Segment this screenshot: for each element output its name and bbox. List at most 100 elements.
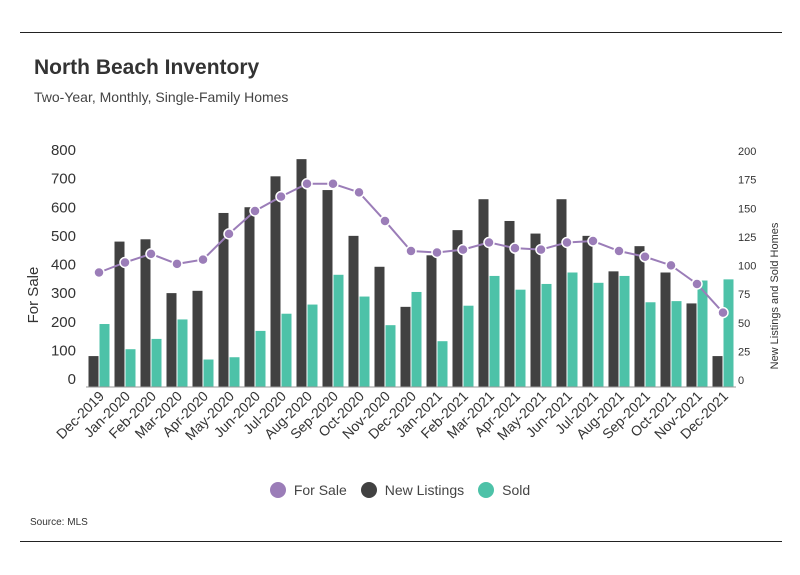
sold-bar	[359, 296, 370, 387]
new-listings-bar	[296, 159, 307, 387]
sold-bar	[567, 272, 578, 387]
new-listings-bar	[88, 356, 99, 387]
y2-tick-label: 25	[738, 346, 750, 358]
for-sale-point	[119, 256, 131, 269]
legend-swatch	[360, 482, 377, 498]
y-tick-label: 100	[51, 342, 76, 359]
new-listings-bar	[140, 239, 151, 387]
new-listings-bar	[192, 290, 203, 387]
for-sale-point	[691, 278, 703, 290]
y-tick-label: 0	[68, 371, 76, 388]
new-listings-bar	[374, 266, 385, 387]
new-listings-bar	[608, 271, 619, 387]
source-label: Source:	[30, 517, 65, 528]
for-sale-point	[561, 236, 573, 249]
for-sale-point	[613, 245, 625, 257]
y2-tick-label: 200	[738, 146, 756, 158]
y-tick-label: 700	[51, 171, 76, 188]
source-note: Source: MLS	[30, 517, 88, 528]
for-sale-point	[223, 228, 235, 240]
for-sale-point	[249, 205, 261, 217]
y-tick-label: 200	[51, 314, 76, 331]
legend-swatch	[269, 482, 286, 498]
y2-tick-label: 100	[738, 261, 756, 273]
y2-tick-label: 0	[738, 375, 744, 387]
new-listings-bar	[530, 233, 541, 387]
sold-bar	[125, 349, 136, 387]
legend-item: For Sale	[269, 482, 347, 498]
legend-item: New Listings	[360, 482, 465, 498]
new-listings-bar	[348, 235, 359, 387]
for-sale-point	[171, 258, 183, 270]
for-sale-point	[275, 190, 287, 203]
sold-bar	[671, 301, 682, 387]
for-sale-point	[145, 248, 157, 260]
for-sale-point	[717, 306, 729, 319]
sold-bar	[333, 274, 344, 387]
new-listings-bar	[322, 190, 333, 387]
for-sale-point	[405, 245, 417, 257]
chart-subtitle: Two-Year, Monthly, Single-Family Homes	[34, 89, 289, 105]
sold-bar	[645, 302, 656, 387]
for-sale-point	[379, 215, 391, 227]
chart-title: North Beach Inventory	[34, 56, 260, 79]
for-sale-point	[535, 243, 547, 256]
sold-bar	[593, 282, 604, 387]
legend-label: Sold	[502, 482, 531, 498]
new-listings-bar	[166, 293, 177, 387]
for-sale-point	[353, 186, 365, 199]
legend-label: For Sale	[293, 482, 347, 498]
sold-bar	[99, 324, 110, 387]
sold-bar	[619, 275, 630, 387]
legend-label: New Listings	[384, 482, 465, 498]
for-sale-point	[93, 266, 105, 279]
for-sale-point	[327, 178, 339, 190]
legend-swatch	[478, 482, 495, 498]
sold-bar	[697, 280, 708, 387]
sold-bar	[723, 279, 734, 387]
y2-axis-label: New Listings and Sold Homes	[769, 222, 781, 369]
for-sale-point	[431, 246, 443, 259]
for-sale-point	[301, 178, 313, 190]
sold-bar	[385, 325, 396, 387]
new-listings-bar	[634, 246, 645, 387]
y2-tick-label: 75	[738, 289, 750, 301]
legend-item: Sold	[478, 482, 530, 498]
sold-bar	[281, 313, 292, 387]
new-listings-bar	[660, 272, 671, 387]
sold-bar	[515, 289, 526, 387]
for-sale-point	[457, 243, 469, 256]
top-rule	[20, 32, 782, 33]
y-tick-label: 800	[51, 142, 76, 159]
for-sale-point	[665, 259, 677, 272]
for-sale-point	[587, 235, 599, 247]
new-listings-bar	[114, 241, 125, 387]
sold-bar	[255, 330, 266, 387]
new-listings-bar	[686, 303, 697, 387]
bottom-rule	[20, 541, 782, 542]
new-listings-bar	[452, 230, 463, 387]
new-listings-bar	[400, 306, 411, 387]
sold-bar	[307, 304, 318, 387]
source-value: MLS	[67, 517, 88, 528]
y2-tick-label: 150	[738, 203, 756, 215]
sold-bar	[177, 319, 188, 387]
y-tick-label: 400	[51, 257, 76, 274]
new-listings-bar	[218, 212, 229, 387]
new-listings-bar	[270, 176, 281, 387]
new-listings-bar	[712, 356, 723, 387]
for-sale-point	[639, 251, 651, 263]
y-tick-label: 600	[51, 199, 76, 216]
new-listings-bar	[244, 207, 255, 387]
sold-bar	[203, 359, 214, 387]
y2-tick-label: 125	[738, 232, 756, 244]
sold-bar	[463, 305, 474, 387]
sold-bar	[437, 341, 448, 387]
y-tick-label: 500	[51, 228, 76, 245]
new-listings-bar	[582, 235, 593, 387]
new-listings-bar	[478, 199, 489, 387]
y-axis-label: For Sale	[25, 267, 42, 324]
y-tick-label: 300	[51, 285, 76, 302]
for-sale-point	[483, 236, 495, 249]
for-sale-point	[197, 253, 209, 266]
